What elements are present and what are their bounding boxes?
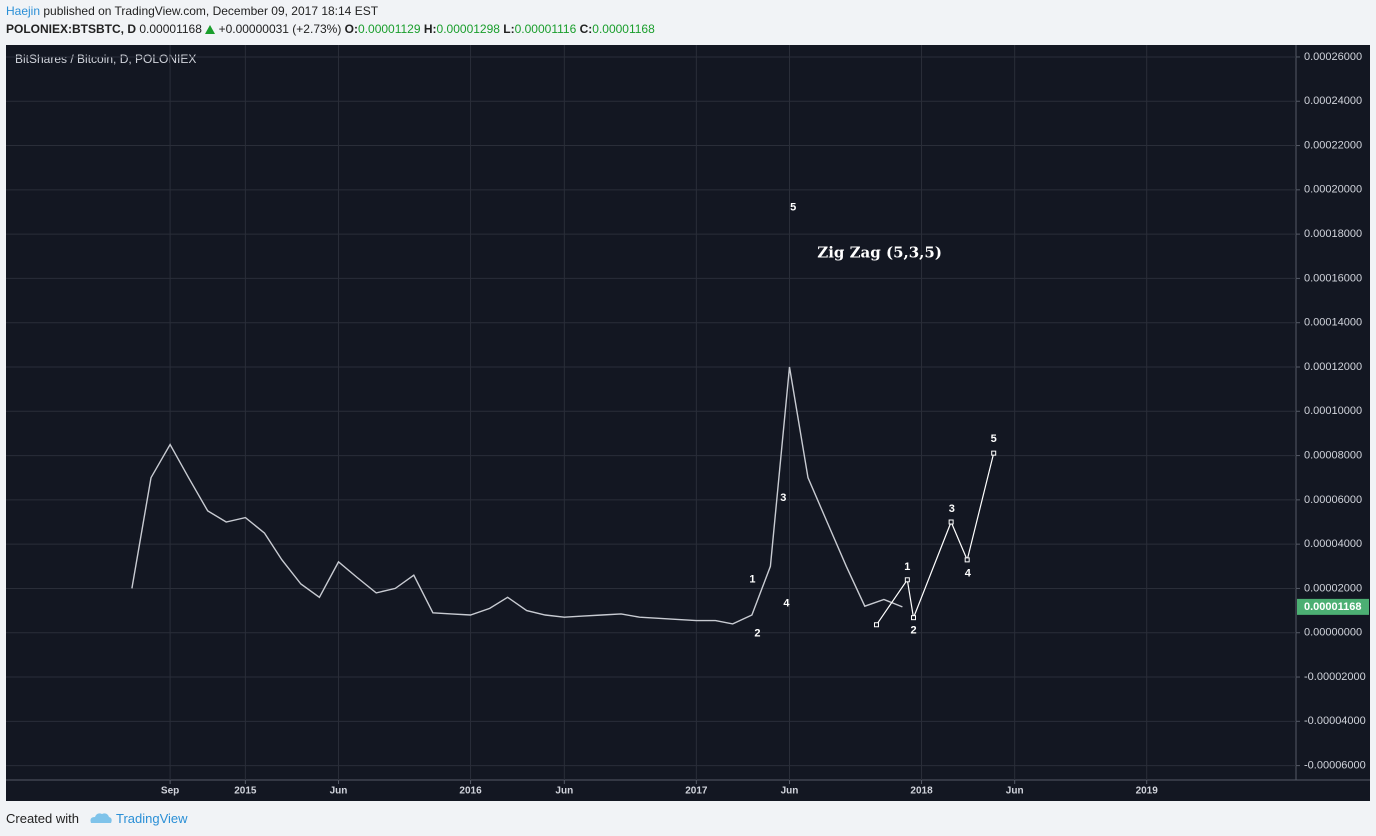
- x-tick-label: Sep: [161, 786, 179, 797]
- wave-label: 1: [749, 574, 755, 586]
- y-tick-label: 0.00010000: [1304, 405, 1362, 417]
- projection-point: [948, 519, 954, 525]
- ohlc-label: O:: [344, 22, 359, 36]
- y-tick-label: 0.00024000: [1304, 95, 1362, 107]
- wave-label: 2: [754, 628, 760, 640]
- wave-label: 2: [910, 625, 916, 637]
- last-price-label: 0.00001168: [1304, 601, 1362, 613]
- projection-line: [876, 452, 995, 626]
- y-tick-label: 0.00020000: [1304, 184, 1362, 196]
- ohlc-value: 0.00001168: [592, 22, 655, 36]
- y-tick-label: 0.00016000: [1304, 272, 1362, 284]
- y-tick-label: 0.00008000: [1304, 449, 1362, 461]
- brand[interactable]: TradingView: [116, 811, 188, 826]
- x-tick-label: Jun: [781, 786, 799, 797]
- symbol: POLONIEX:BTSBTC, D: [6, 22, 137, 36]
- wave-label: Zig Zag (5,3,5): [817, 244, 942, 262]
- last-price-tag: [1297, 598, 1369, 615]
- x-tick-label: 2018: [910, 786, 933, 797]
- published: published on TradingView.com, December 0…: [43, 4, 379, 18]
- x-tick-label: Jun: [555, 786, 573, 797]
- y-tick-label: -0.00002000: [1304, 671, 1366, 683]
- y-tick-label: 0.00012000: [1304, 361, 1362, 373]
- up-arrow: [205, 25, 216, 34]
- wave-label: 5: [790, 202, 796, 214]
- symbol-line: POLONIEX:BTSBTC, D 0.00001168 +0.0000003…: [6, 22, 655, 36]
- wave-label: 5: [991, 433, 997, 445]
- chart-title: BitShares / Bitcoin, D, POLONIEX: [15, 52, 196, 66]
- chart-background: [6, 45, 1370, 801]
- y-tick-label: 0.00004000: [1304, 538, 1362, 550]
- x-tick-label: 2015: [234, 786, 257, 797]
- change: +0.00000031 (+2.73%): [218, 22, 342, 36]
- wave-label: 3: [780, 492, 786, 504]
- footer: Created with TradingView: [6, 811, 188, 826]
- brand-logo: [90, 813, 112, 823]
- wave-label: 4: [965, 568, 972, 580]
- ohlc-label: C:: [579, 22, 593, 36]
- projection-point: [964, 557, 970, 563]
- ohlc-value: 0.00001116: [514, 22, 577, 36]
- projection-point: [873, 622, 879, 628]
- y-tick-label: 0.00018000: [1304, 228, 1362, 240]
- ohlc-label: H:: [423, 22, 437, 36]
- wave-label: 3: [949, 503, 955, 515]
- created-with: Created with: [6, 811, 79, 826]
- ohlc-value: 0.00001129: [358, 22, 421, 36]
- price-line: [131, 366, 903, 625]
- y-tick-label: 0.00006000: [1304, 494, 1362, 506]
- y-tick-label: 0.00014000: [1304, 317, 1362, 329]
- x-tick-label: Jun: [330, 786, 348, 797]
- projection-point: [911, 615, 917, 621]
- x-tick-label: 2019: [1136, 786, 1159, 797]
- header-line: Haejin published on TradingView.com, Dec…: [6, 4, 378, 18]
- wave-label: 4: [783, 598, 790, 610]
- y-tick-label: 0.00026000: [1304, 51, 1362, 63]
- projection-point: [904, 577, 910, 583]
- x-tick-label: 2017: [685, 786, 708, 797]
- y-tick-label: -0.00006000: [1304, 760, 1366, 772]
- y-tick-label: 0.00022000: [1304, 139, 1362, 151]
- ohlc-value: 0.00001298: [436, 22, 500, 36]
- y-tick-label: 0.00002000: [1304, 582, 1362, 594]
- projection-point: [991, 450, 997, 456]
- y-tick-label: 0.00000000: [1304, 627, 1362, 639]
- chart: BitShares / Bitcoin, D, POLONIEX 0.00026…: [6, 45, 1370, 801]
- x-tick-label: 2016: [459, 786, 482, 797]
- x-tick-label: Jun: [1006, 786, 1024, 797]
- y-tick-label: -0.00004000: [1304, 715, 1366, 727]
- author[interactable]: Haejin: [6, 4, 41, 18]
- price: 0.00001168: [139, 22, 202, 36]
- wave-label: 1: [904, 561, 910, 573]
- ohlc-label: L:: [503, 22, 515, 36]
